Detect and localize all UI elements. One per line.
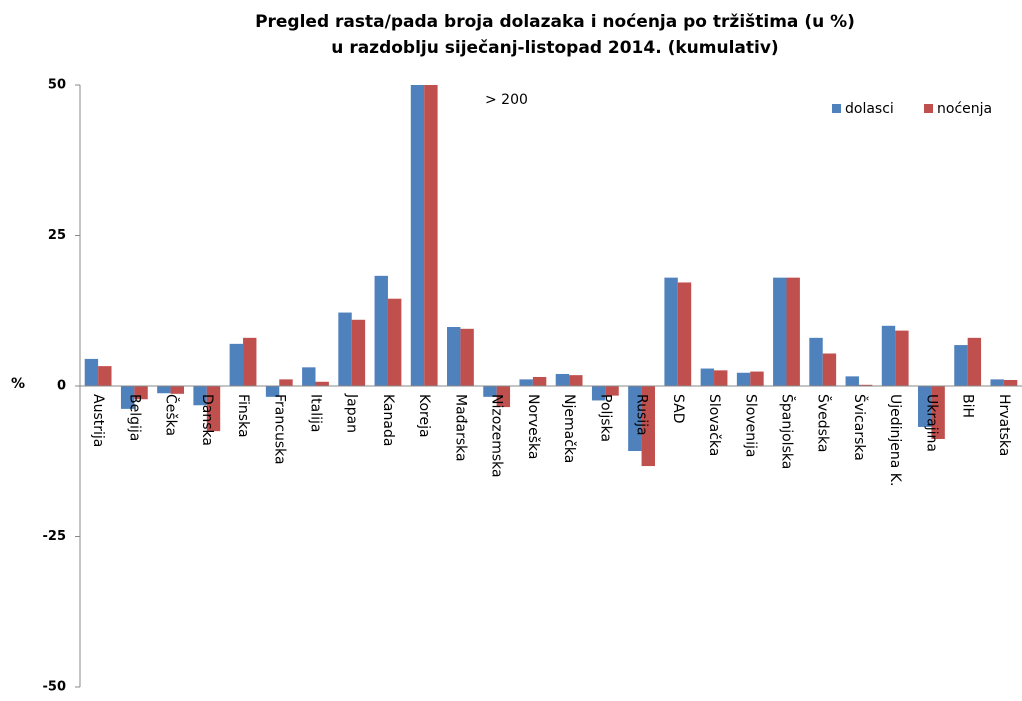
bar (374, 275, 388, 386)
y-tick-label: 25 (48, 228, 66, 243)
bar (786, 277, 800, 386)
bar (954, 345, 968, 386)
x-tick-label: SAD (670, 394, 686, 424)
x-tick-label: Ukrajina (923, 394, 939, 452)
legend-swatch (832, 104, 841, 113)
bar (677, 282, 692, 386)
bar (387, 298, 402, 386)
bar (351, 319, 366, 386)
bar (84, 358, 99, 386)
bar (967, 337, 982, 386)
legend-label: dolasci (845, 101, 894, 117)
x-tick-label: Norveška (525, 394, 541, 459)
x-tick-label: BiH (960, 394, 976, 418)
bar (532, 376, 547, 386)
x-tick-label: Japan (344, 393, 360, 433)
x-tick-label: Kanada (380, 394, 396, 446)
bar (555, 373, 570, 386)
bar (243, 337, 257, 386)
bar (447, 327, 461, 386)
bar (460, 328, 474, 386)
bar (519, 379, 533, 386)
y-axis-label: % (11, 376, 25, 392)
x-tick-label: Koreja (416, 394, 432, 438)
bar (628, 386, 642, 452)
bar (98, 366, 112, 386)
chart-title: u razdoblju siječanj-listopad 2014. (kum… (331, 38, 778, 58)
bar (483, 386, 497, 397)
x-tick-label: Poljska (597, 394, 613, 442)
bar (265, 386, 280, 397)
bar (157, 386, 171, 394)
bar (700, 368, 715, 386)
bar (193, 386, 207, 406)
x-tick-label: Austrija (90, 394, 106, 447)
y-tick-label: -50 (43, 680, 67, 695)
bar (605, 386, 619, 396)
x-tick-label: Slovenija (742, 394, 758, 457)
x-tick-label: Italija (308, 394, 324, 432)
x-tick-label: Francuska (271, 394, 287, 465)
bar (750, 371, 764, 386)
bar (858, 384, 873, 386)
bar (338, 312, 352, 386)
x-tick-label: Rusija (634, 394, 650, 436)
y-tick-label: 0 (57, 379, 66, 394)
x-tick-label: Belgija (126, 394, 142, 441)
bar (206, 386, 221, 432)
bar (120, 386, 135, 409)
bar (881, 325, 896, 386)
bar (714, 370, 728, 386)
x-tick-label: Ujedinjena K. (887, 394, 903, 486)
chart-title: Pregled rasta/pada broja dolazaka i noće… (255, 12, 855, 32)
bar (134, 386, 148, 400)
bar (990, 379, 1004, 386)
bar (569, 375, 583, 386)
x-tick-label: Mađarska (452, 394, 468, 462)
bar (895, 330, 909, 386)
x-tick-label: Švicarska (851, 394, 869, 461)
bar (736, 372, 751, 386)
bar (931, 386, 945, 439)
bar (918, 386, 932, 427)
bar (1003, 379, 1018, 386)
bar (809, 337, 823, 386)
x-tick-label: Nizozemska (489, 394, 505, 478)
x-tick-label: Češka (163, 394, 181, 436)
x-tick-label: Njemačka (561, 394, 577, 463)
bar (279, 379, 293, 386)
bars (84, 85, 1018, 467)
bar (822, 353, 837, 386)
legend-label: noćenja (937, 101, 992, 117)
y-tick-label: 50 (48, 78, 66, 93)
bar (496, 386, 511, 408)
y-tick-label: -25 (43, 529, 67, 544)
bar (773, 277, 787, 386)
x-tick-label: Hrvatska (996, 394, 1012, 456)
bar (302, 367, 316, 386)
bar (641, 386, 655, 467)
bar (170, 386, 184, 394)
x-tick-label: Švedska (815, 394, 833, 452)
legend-swatch (924, 104, 933, 113)
bar (315, 381, 329, 386)
x-tick-label: Španjolska (779, 394, 797, 469)
bar (229, 343, 244, 386)
x-tick-label: Danska (199, 394, 215, 446)
x-tick-label: Finska (235, 394, 251, 438)
bar (845, 376, 859, 386)
bar (424, 85, 438, 386)
bar (664, 277, 678, 386)
bar (410, 85, 425, 386)
annotation: > 200 (485, 92, 528, 108)
x-tick-label: Slovačka (706, 394, 722, 456)
bar (591, 386, 606, 401)
